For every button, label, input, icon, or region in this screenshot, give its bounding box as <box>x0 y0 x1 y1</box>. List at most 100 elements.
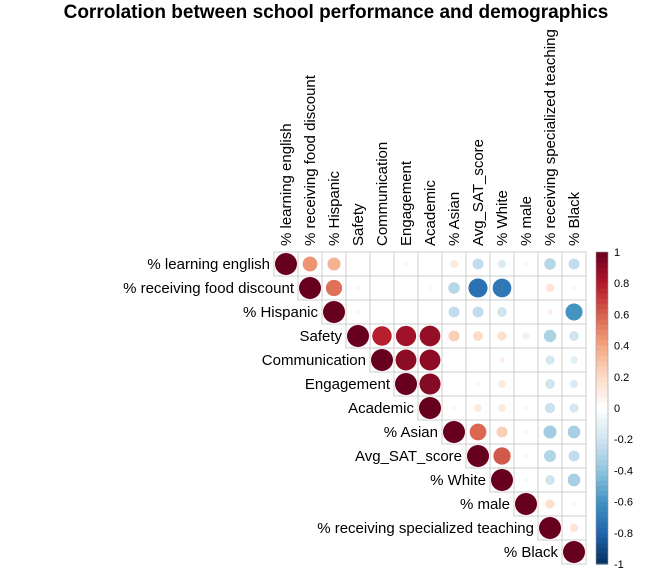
corr-circle <box>419 397 441 419</box>
column-label: Academic <box>422 180 439 246</box>
corr-circle <box>428 310 432 314</box>
colorbar-segment <box>596 252 608 258</box>
colorbar-segment <box>596 428 608 435</box>
colorbar-tick-label: -0.6 <box>614 497 633 509</box>
corr-circle <box>472 258 484 270</box>
corr-circle <box>545 355 555 365</box>
colorbar-segment <box>596 356 608 362</box>
corr-circle <box>468 278 488 298</box>
colorbar-segment <box>596 449 608 456</box>
corr-circle <box>497 307 507 317</box>
corr-circle <box>563 541 585 563</box>
colorbar-segment <box>596 335 608 341</box>
grid-cell <box>393 299 419 325</box>
colorbar-segment <box>596 543 608 549</box>
corr-circle <box>571 285 577 291</box>
colorbar-tick-label: 0.6 <box>614 309 629 321</box>
corr-circle <box>395 349 417 371</box>
corr-circle <box>497 331 507 341</box>
corr-circle <box>568 258 580 270</box>
colorbar-segment <box>596 288 608 295</box>
colorbar-segment <box>596 522 608 529</box>
corr-circle <box>448 306 460 318</box>
colorbar-segment <box>596 548 608 555</box>
colorbar-segment <box>596 532 608 539</box>
corr-circle <box>427 285 433 291</box>
colorbar-segment <box>596 272 608 279</box>
colorbar: 1 0.8 0.6 0.4 0.2 0 -0.2 -0.4 -0.6 -0.8 -1 <box>595 247 633 571</box>
corr-circle <box>545 283 555 293</box>
colorbar-tick-label: -1 <box>614 559 624 571</box>
corr-circle <box>546 308 554 316</box>
colorbar-segment <box>596 444 608 451</box>
column-label: Engagement <box>398 160 415 246</box>
colorbar-segment <box>596 324 608 331</box>
circle-layer <box>275 253 585 563</box>
corr-circle <box>523 429 529 435</box>
corr-circle <box>419 373 441 395</box>
colorbar-segment <box>596 257 608 263</box>
colorbar-segment <box>596 439 608 445</box>
corr-circle <box>323 301 345 323</box>
corr-circle <box>498 380 506 388</box>
corr-circle <box>524 310 528 314</box>
chart-title: Corrolation between school performance a… <box>63 2 609 23</box>
colorbar-segment <box>596 267 608 274</box>
row-label: Communication <box>262 352 366 369</box>
colorbar-segment <box>596 387 608 393</box>
row-label: Avg_SAT_score <box>355 448 462 465</box>
colorbar-segment <box>596 309 608 315</box>
corr-circle <box>448 282 460 294</box>
column-label: % male <box>518 196 535 246</box>
colorbar-tick-label: 0.2 <box>614 372 629 384</box>
colorbar-tick-label: -0.8 <box>614 528 633 540</box>
corr-circle <box>395 325 417 347</box>
colorbar-segment <box>596 314 608 321</box>
corr-circle <box>543 329 557 343</box>
corr-circle <box>419 325 441 347</box>
colorbar-segment <box>596 408 608 414</box>
corr-circle <box>523 453 529 459</box>
corr-circle <box>515 493 537 515</box>
column-label: % learning english <box>278 123 295 246</box>
corr-circle <box>355 309 361 315</box>
colorbar-segment <box>596 470 608 477</box>
corr-circle <box>569 403 579 413</box>
corr-circle <box>403 261 409 267</box>
corr-circle <box>498 404 506 412</box>
row-label: % White <box>430 472 486 489</box>
colorbar-segment <box>596 465 608 471</box>
colorbar-segment <box>596 361 608 367</box>
corr-circle <box>539 517 561 539</box>
row-label: Engagement <box>305 376 391 393</box>
colorbar-segment <box>596 496 608 503</box>
corr-circle <box>371 349 393 371</box>
corr-circle <box>522 332 530 340</box>
corr-circle <box>469 423 487 441</box>
corr-circle <box>570 356 578 364</box>
corr-circle <box>543 449 557 463</box>
label-layer: % learning english % receiving food disco… <box>123 29 583 561</box>
colorbar-tick-label: -0.2 <box>614 434 633 446</box>
row-label: Safety <box>299 328 342 345</box>
corr-circle <box>544 402 556 414</box>
corr-circle <box>523 405 529 411</box>
corr-circle <box>450 260 458 268</box>
colorbar-segment <box>596 298 608 305</box>
row-label: Academic <box>348 400 414 417</box>
corr-circle <box>567 473 581 487</box>
colorbar-segment <box>596 262 608 269</box>
corr-circle <box>372 326 392 346</box>
column-label: % Black <box>566 191 583 246</box>
corr-circle <box>493 447 511 465</box>
corr-circle <box>543 425 557 439</box>
colorbar-segment <box>596 319 608 326</box>
colorbar-segment <box>596 491 608 497</box>
corr-circle <box>523 261 529 267</box>
column-label: % Asian <box>446 192 463 246</box>
corr-circle <box>347 325 369 347</box>
colorbar-segment <box>596 454 608 461</box>
corr-circle <box>302 256 318 272</box>
colorbar-segment <box>596 397 608 404</box>
colorbar-segment <box>596 371 608 378</box>
